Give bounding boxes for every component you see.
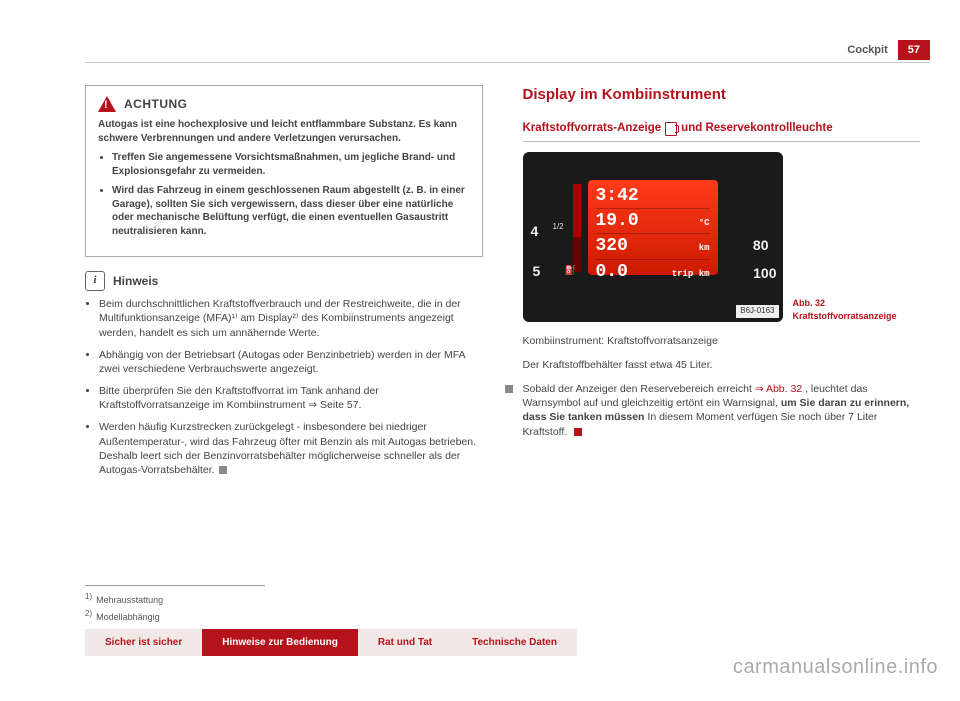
lcd-dist-unit: km: [699, 242, 710, 254]
hinweis-bullet: Bitte überprüfen Sie den Kraftstoffvorra…: [99, 384, 483, 412]
gauge-left-num: 5: [533, 262, 541, 281]
figure-ref: ⇒ Abb. 32: [755, 383, 802, 395]
gauge-half-label: 1/2: [553, 222, 564, 233]
tab-sicher[interactable]: Sicher ist sicher: [85, 629, 202, 656]
page: Cockpit 57 ACHTUNG Autogas ist eine hoch…: [0, 0, 960, 701]
footnote-2: 2)Modellabhängig: [85, 609, 265, 622]
body-text-2: Sobald der Anzeiger den Reservebereich e…: [523, 382, 921, 439]
end-marker-icon: [219, 466, 227, 474]
footnotes: 1)Mehrausstattung 2)Modellabhängig: [85, 585, 265, 626]
figure-row: 1/2 ⛽ 3:42 19.0 °C 320 km 0.0 trip km 5 4 8…: [523, 152, 921, 322]
lcd-temp: 19.0: [596, 209, 639, 233]
content-columns: ACHTUNG Autogas ist eine hochexplosive u…: [85, 85, 920, 611]
subtitle-text-b: und Reservekontrollleuchte: [681, 121, 832, 137]
gauge-right-num: 100: [753, 264, 776, 283]
body-text-2a: Sobald der Anzeiger den Reservebereich e…: [523, 383, 755, 395]
warning-bullet: Wird das Fahrzeug in einem geschlossenen…: [112, 184, 470, 238]
hinweis-header: i Hinweis: [85, 271, 483, 291]
hinweis-list: Beim durchschnittlichen Kraftstoffverbra…: [85, 297, 483, 477]
end-marker-icon: [574, 428, 582, 436]
warning-header: ACHTUNG: [98, 96, 470, 112]
tab-rat[interactable]: Rat und Tat: [358, 629, 452, 656]
warning-list: Treffen Sie angemessene Vorsichtsmaßnahm…: [98, 151, 470, 238]
hinweis-title: Hinweis: [113, 273, 158, 289]
warning-intro: Autogas ist eine hochexplosive und leich…: [98, 118, 470, 145]
page-number: 57: [898, 40, 930, 60]
gauge-fuel-icon: ⛽: [565, 264, 576, 276]
tab-hinweise[interactable]: Hinweise zur Bedienung: [202, 629, 358, 656]
info-icon: i: [85, 271, 105, 291]
hinweis-bullet: Beim durchschnittlichen Kraftstoffverbra…: [99, 297, 483, 340]
hinweis-bullet: Abhängig von der Betriebsart (Autogas od…: [99, 348, 483, 376]
section-title: Display im Kombiinstrument: [523, 85, 921, 105]
warning-box: ACHTUNG Autogas ist eine hochexplosive u…: [85, 85, 483, 257]
right-column: Display im Kombiinstrument Kraftstoffvor…: [523, 85, 921, 611]
para-marker-icon: [505, 385, 513, 393]
tab-technische[interactable]: Technische Daten: [452, 629, 577, 656]
warning-title: ACHTUNG: [124, 96, 188, 112]
top-divider: [85, 62, 930, 63]
left-column: ACHTUNG Autogas ist eine hochexplosive u…: [85, 85, 483, 611]
body-text-1: Der Kraftstoffbehälter fasst etwa 45 Lit…: [523, 358, 921, 372]
instrument-cluster-image: 1/2 ⛽ 3:42 19.0 °C 320 km 0.0 trip km 5 4 8…: [523, 152, 783, 322]
image-tag: B6J-0163: [736, 305, 778, 318]
warning-triangle-icon: [98, 96, 116, 112]
lcd-temp-unit: °C: [699, 217, 710, 229]
lcd-display: 3:42 19.0°C 320km 0.0trip km: [588, 180, 718, 275]
figure-caption: Abb. 32 Kraftstoffvorratsanzeige: [793, 297, 893, 321]
subtitle-text-a: Kraftstoffvorrats-Anzeige: [523, 121, 662, 137]
hinweis-bullet: Werden häufig Kurzstrecken zurückgelegt …: [99, 420, 483, 477]
sub-title: Kraftstoffvorrats-Anzeige und Reservekon…: [523, 121, 921, 142]
lcd-dist: 320: [596, 234, 628, 258]
watermark: carmanualsonline.info: [733, 656, 938, 679]
page-header: Cockpit 57: [837, 40, 930, 60]
gauge-left-num: 4: [531, 222, 539, 241]
lcd-time: 3:42: [596, 184, 639, 208]
fuel-gauge-bar: [573, 184, 581, 272]
fuel-pump-icon: [665, 122, 677, 136]
warning-bullet: Treffen Sie angemessene Vorsichtsmaßnahm…: [112, 151, 470, 178]
caption-line: Kombiinstrument: Kraftstoffvorratsanzeig…: [523, 334, 921, 348]
lcd-trip-unit: trip km: [672, 268, 710, 280]
section-label: Cockpit: [837, 40, 897, 60]
lcd-trip: 0.0: [596, 260, 628, 284]
nav-tabs: Sicher ist sicher Hinweise zur Bedienung…: [85, 629, 577, 656]
gauge-right-num: 80: [753, 236, 769, 255]
footnote-1: 1)Mehrausstattung: [85, 592, 265, 605]
